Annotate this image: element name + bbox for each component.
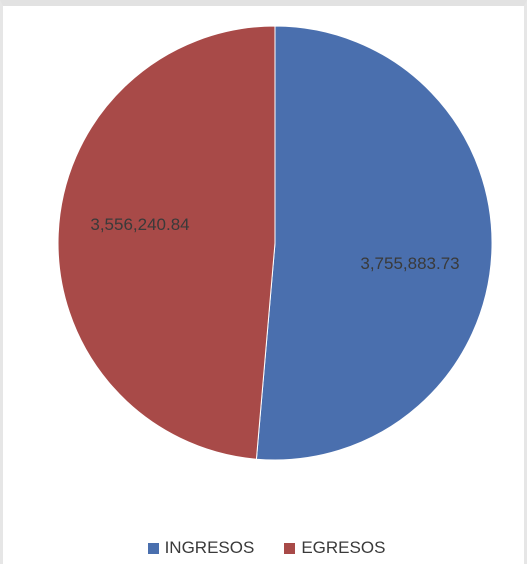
legend-item-ingresos: INGRESOS: [147, 538, 255, 558]
legend-label-egresos: EGRESOS: [301, 538, 386, 557]
pie-data-labels: 3,755,883.73 3,556,240.84: [90, 215, 459, 273]
pie-chart: 3,755,883.73 3,556,240.84: [57, 25, 493, 461]
legend-swatch-ingresos: [147, 542, 159, 554]
legend-label-ingresos: INGRESOS: [164, 538, 255, 557]
pie-slices: [57, 25, 493, 461]
legend-item-egresos: EGRESOS: [284, 538, 385, 558]
pie-slice-egresos: [57, 25, 276, 460]
legend: INGRESOS EGRESOS: [3, 538, 527, 558]
data-label-ingresos: 3,755,883.73: [360, 254, 459, 273]
legend-swatch-egresos: [284, 542, 296, 554]
pie-slice-ingresos: [255, 25, 493, 461]
data-label-egresos: 3,556,240.84: [90, 215, 189, 234]
